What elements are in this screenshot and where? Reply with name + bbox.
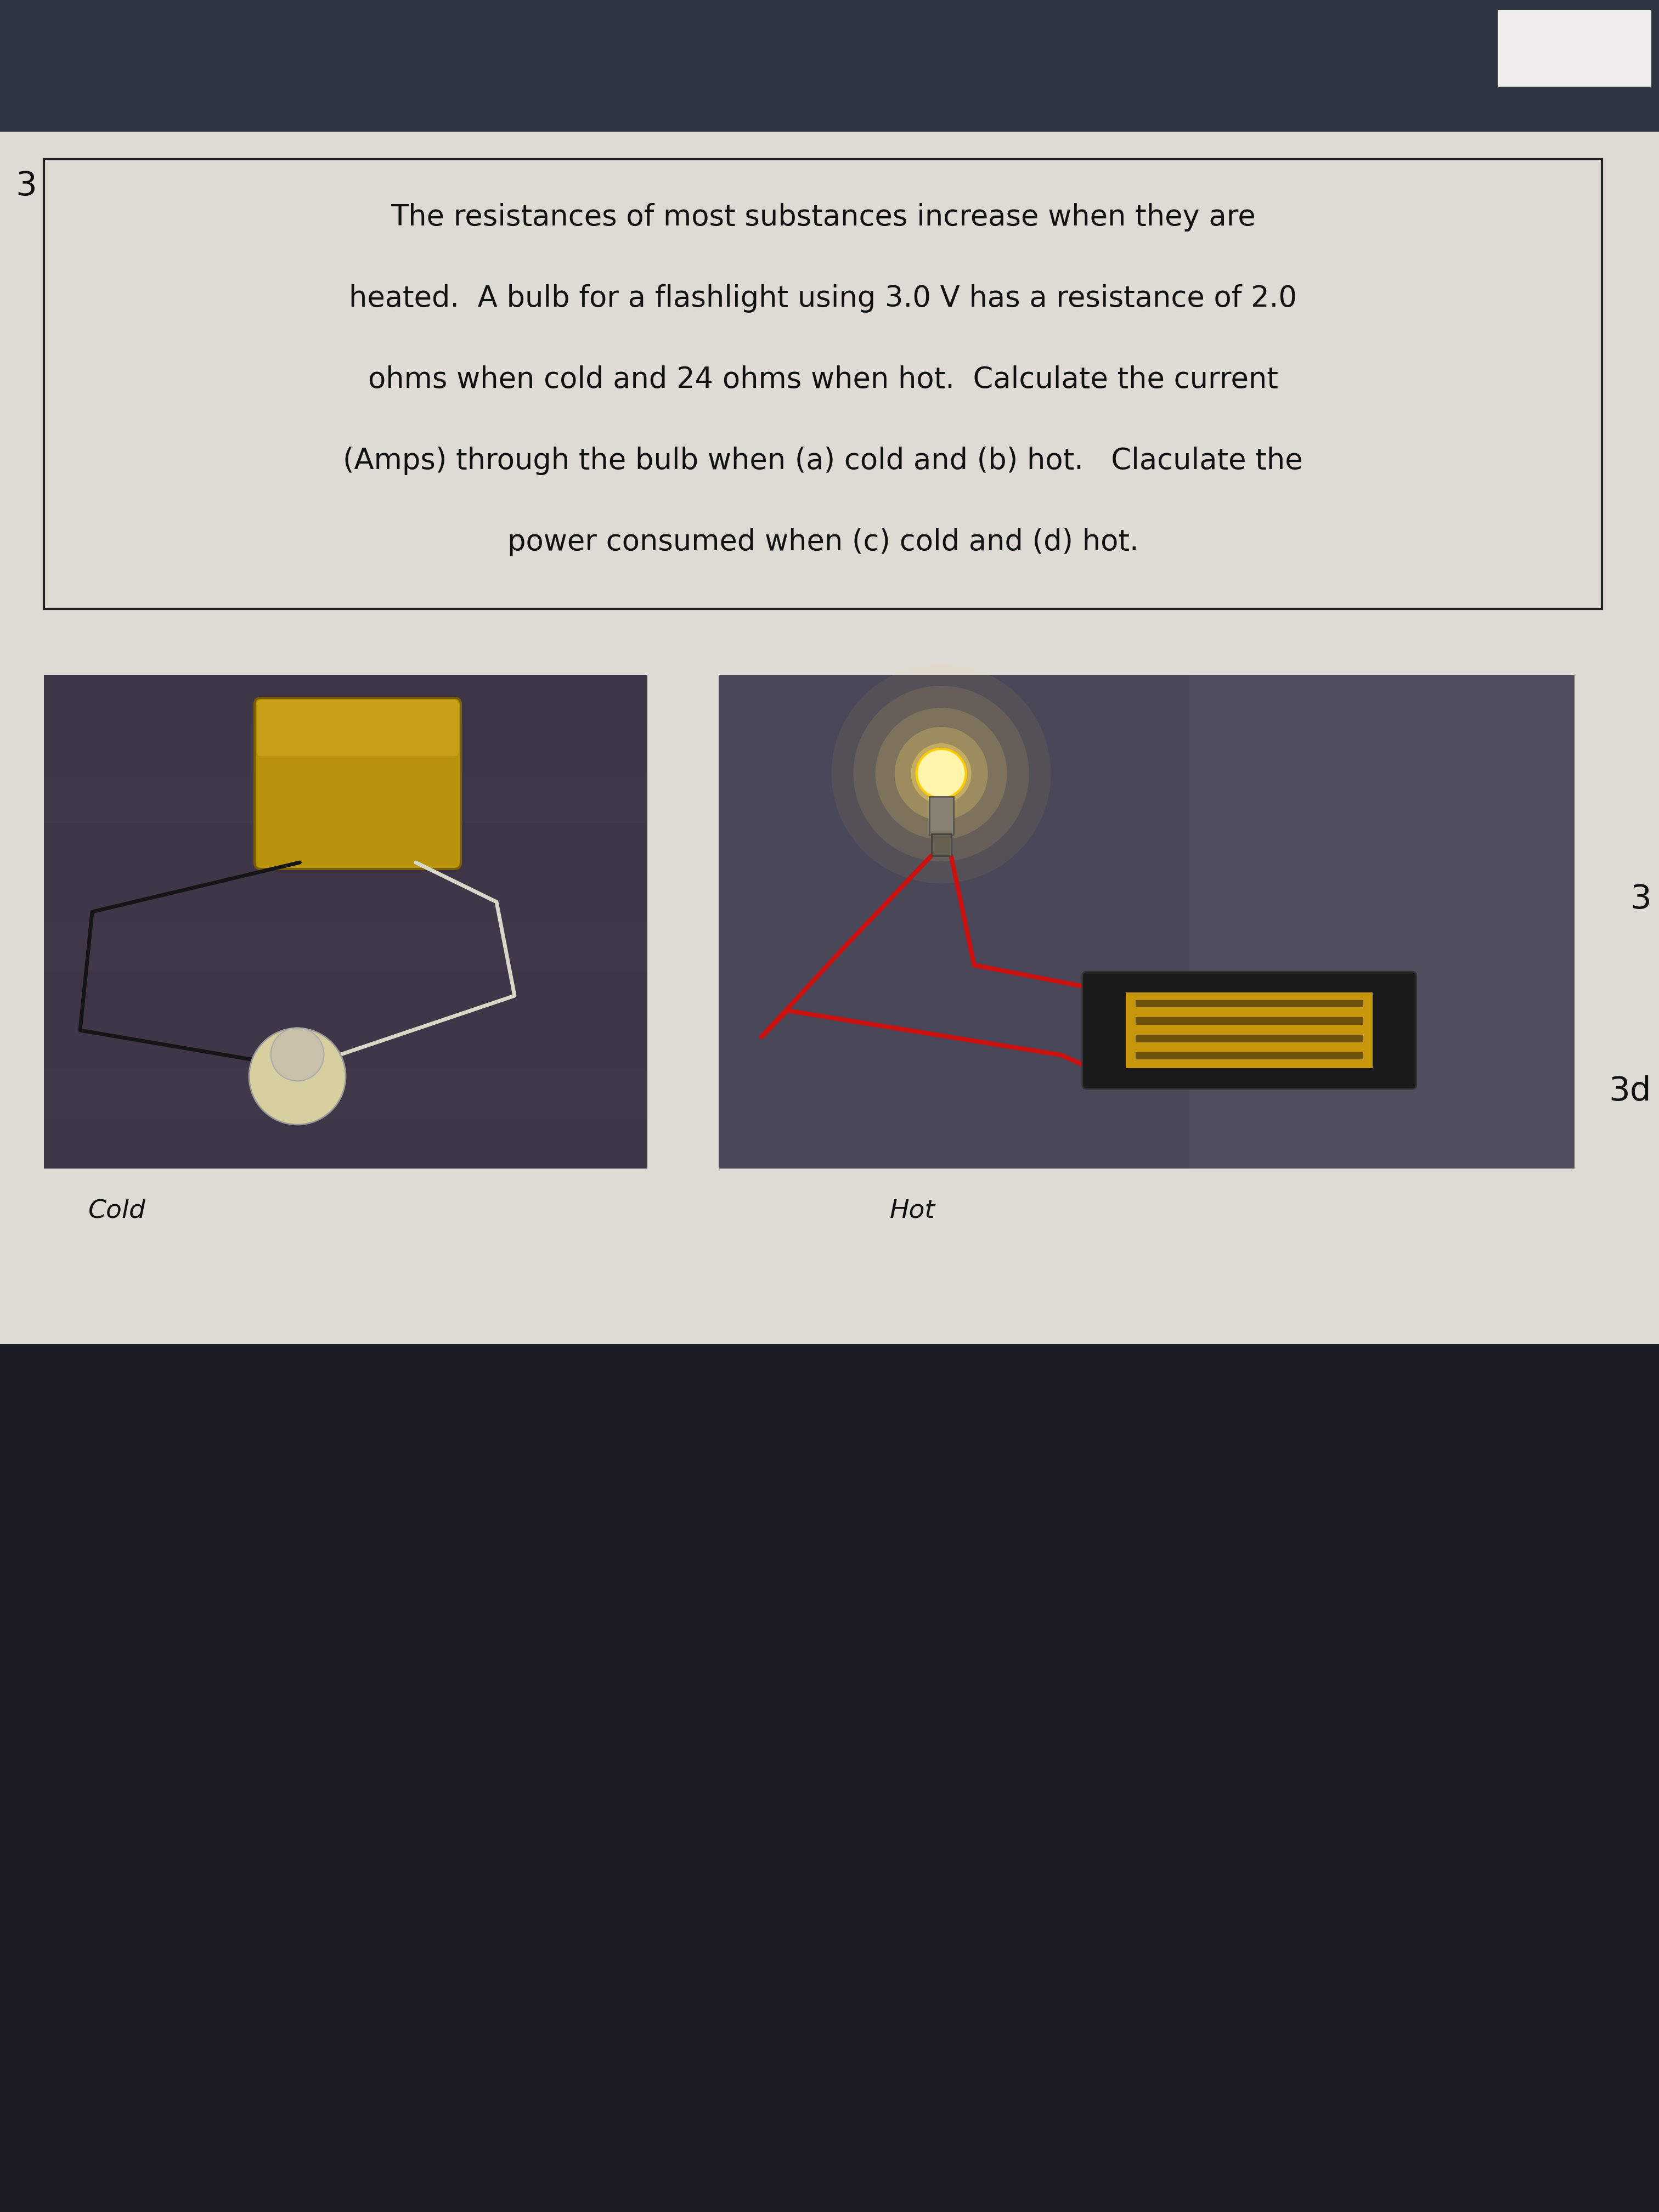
Circle shape [876, 708, 1007, 838]
Text: Cold: Cold [88, 1199, 146, 1223]
Text: The resistances of most substances increase when they are: The resistances of most substances incre… [390, 204, 1256, 232]
Text: 3d: 3d [1609, 1075, 1651, 1108]
Text: (Amps) through the bulb when (a) cold and (b) hot.   Claculate the: (Amps) through the bulb when (a) cold an… [343, 447, 1302, 476]
FancyBboxPatch shape [257, 699, 458, 757]
Text: 3: 3 [15, 170, 36, 204]
Circle shape [853, 686, 1029, 860]
Circle shape [270, 1029, 324, 1082]
Bar [43, 922, 647, 971]
Bar [43, 872, 647, 922]
Text: 3: 3 [1631, 883, 1651, 916]
Text: Hot: Hot [889, 1199, 936, 1223]
Bar [1135, 1018, 1364, 1024]
Bar [43, 675, 647, 723]
Bar [1135, 1053, 1364, 1060]
FancyBboxPatch shape [1082, 971, 1417, 1088]
Bar [1498, 9, 1651, 86]
Bar [43, 1020, 647, 1071]
Circle shape [249, 1029, 345, 1124]
Bar [1190, 675, 1574, 1168]
Bar [43, 723, 647, 774]
FancyBboxPatch shape [254, 697, 461, 869]
Circle shape [831, 664, 1050, 883]
Circle shape [911, 743, 972, 803]
Bar [931, 834, 951, 856]
Bar [929, 796, 954, 834]
Bar [1126, 993, 1374, 1068]
Text: heated.  A bulb for a flashlight using 3.0 V has a resistance of 2.0: heated. A bulb for a flashlight using 3.… [348, 283, 1297, 312]
Bar [43, 971, 647, 1020]
Bar [718, 675, 1574, 1168]
Bar [43, 159, 1603, 608]
Bar [0, 0, 1659, 133]
Bar [43, 1119, 647, 1168]
Circle shape [894, 728, 987, 821]
Bar [1135, 1000, 1364, 1006]
Bar [43, 823, 647, 872]
Bar [1135, 1035, 1364, 1042]
Text: ohms when cold and 24 ohms when hot.  Calculate the current: ohms when cold and 24 ohms when hot. Cal… [368, 365, 1277, 394]
Bar [43, 774, 647, 823]
Circle shape [916, 750, 966, 799]
Bar [0, 1345, 1659, 2212]
Text: power consumed when (c) cold and (d) hot.: power consumed when (c) cold and (d) hot… [508, 529, 1138, 555]
Bar [43, 1071, 647, 1119]
Bar [43, 675, 647, 1168]
